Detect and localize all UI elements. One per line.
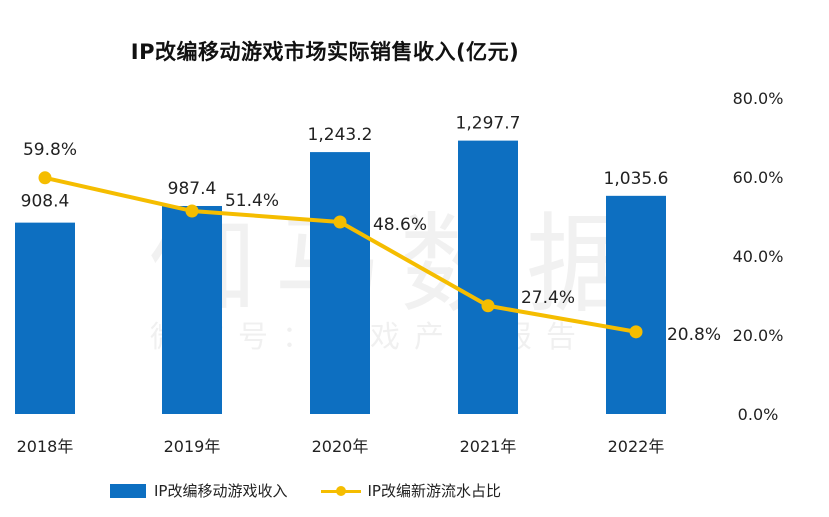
x-tick-label: 2020年 [312, 437, 369, 456]
chart-legend: IP改编移动游戏收入 IP改编新游流水占比 [110, 480, 535, 501]
chart-title: IP改编移动游戏市场实际销售收入(亿元) [130, 40, 520, 64]
line-point [481, 299, 495, 313]
line-data-label: 27.4% [521, 288, 575, 308]
legend-line-swatch [321, 484, 362, 498]
bar-data-label: 987.4 [168, 179, 217, 199]
bar [606, 195, 666, 414]
line-data-label: 48.6% [373, 215, 427, 235]
x-tick-label: 2022年 [608, 437, 665, 456]
x-tick-label: 2021年 [460, 437, 517, 456]
legend-item-line-series: IP改编新游流水占比 [321, 480, 501, 501]
legend-item-bar-series: IP改编移动游戏收入 [110, 480, 287, 501]
bar [15, 222, 75, 414]
y-right-tick-label: 40.0% [733, 247, 784, 266]
bar [458, 140, 518, 415]
bar-data-label: 1,297.7 [456, 114, 521, 134]
legend-bar-swatch [110, 483, 146, 498]
x-tick-label: 2018年 [17, 437, 74, 456]
y-right-tick-label: 60.0% [733, 168, 784, 187]
bar-data-label: 1,243.2 [308, 125, 373, 145]
bar-data-label: 1,035.6 [604, 169, 669, 189]
bar-data-label: 908.4 [21, 192, 70, 212]
line-point [629, 325, 643, 339]
line-data-label: 20.8% [667, 325, 721, 345]
bar [162, 205, 222, 414]
y-right-tick-label: 0.0% [738, 405, 779, 424]
line-point [333, 215, 347, 229]
y-right-tick-label: 80.0% [733, 89, 784, 108]
line-data-label: 59.8% [23, 140, 77, 160]
legend-line-label: IP改编新游流水占比 [367, 482, 501, 500]
bar [310, 152, 370, 415]
line-point [38, 171, 52, 185]
line-data-label: 51.4% [225, 191, 279, 211]
chart-plot: 0.0% 20.0% 40.0% 60.0% 80.0% 2018年 2019年 2020年 2… [15, 89, 784, 456]
y-right-tick-label: 20.0% [733, 326, 784, 345]
legend-bar-label: IP改编移动游戏收入 [154, 482, 288, 500]
line-point [185, 204, 199, 218]
x-tick-label: 2019年 [164, 437, 221, 456]
